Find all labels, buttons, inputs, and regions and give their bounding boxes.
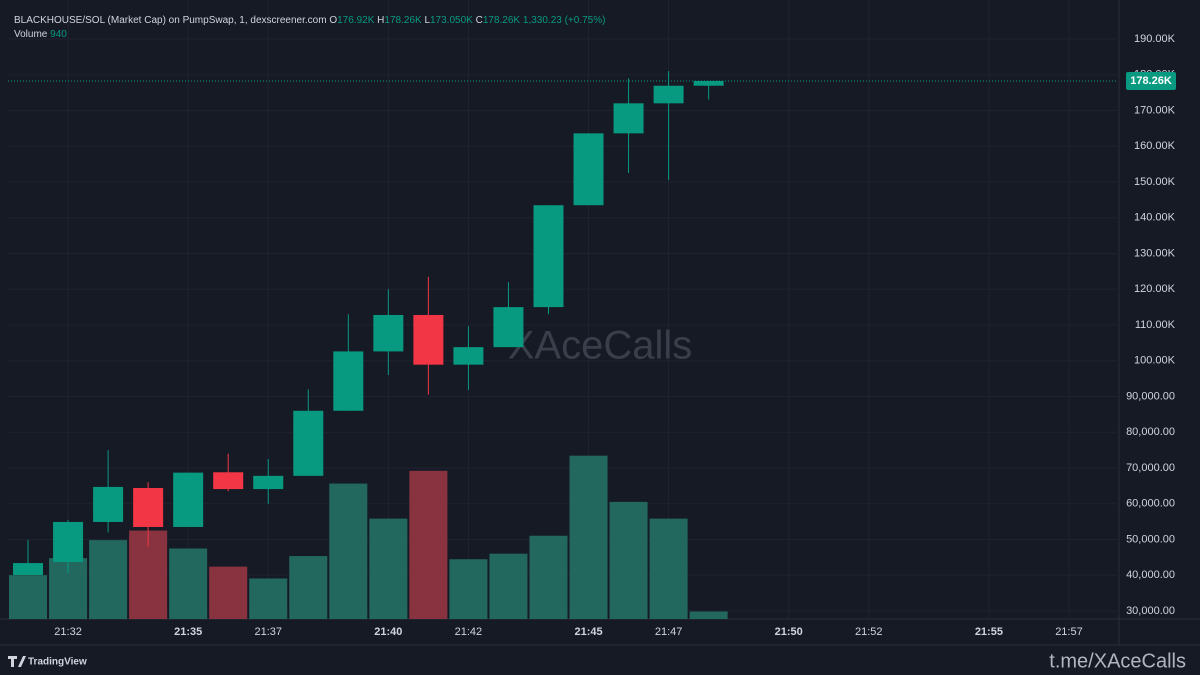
volume-bar [209, 566, 248, 619]
y-tick-label: 90,000.00 [1126, 390, 1175, 402]
volume-bar [609, 501, 648, 619]
candle-body [653, 85, 684, 104]
y-tick-label: 120.00K [1134, 283, 1176, 295]
candle-body [613, 103, 644, 134]
y-tick-label: 170.00K [1134, 104, 1176, 116]
y-tick-label: 140.00K [1134, 212, 1176, 224]
candle-body [53, 521, 84, 563]
y-tick-label: 130.00K [1134, 247, 1176, 259]
y-tick-label: 110.00K [1135, 319, 1176, 331]
h-label: H [377, 15, 385, 26]
x-tick-label: 21:35 [174, 626, 202, 638]
candle-body [493, 307, 524, 348]
c-label: C [475, 15, 483, 26]
volume-bar [249, 578, 288, 619]
watermark: XAceCalls [508, 324, 693, 368]
volume-bar [409, 470, 448, 619]
x-tick-label: 21:45 [574, 626, 602, 638]
last-price-box [1126, 71, 1176, 90]
candle-body [133, 488, 164, 527]
change: 1,330.23 (+0.75%) [522, 15, 606, 26]
c-value: 178.26K [482, 15, 521, 26]
x-tick-label: 21:37 [254, 626, 282, 638]
volume-bar [369, 518, 408, 619]
x-tick-label: 21:52 [855, 626, 883, 638]
volume-bar [9, 575, 48, 619]
ohlc-row: BLACKHOUSE/SOL (Market Cap) on PumpSwap,… [14, 14, 605, 28]
x-tick-label: 21:50 [775, 626, 803, 638]
brand-logo [8, 656, 26, 667]
y-tick-label: 190.00K [1134, 33, 1176, 45]
y-tick-label: 150.00K [1134, 176, 1176, 188]
candle-body [13, 563, 44, 575]
candle-body [333, 351, 364, 411]
x-tick-label: 21:42 [455, 626, 483, 638]
volume-bar [289, 556, 328, 619]
l-label: L [424, 15, 430, 26]
candle-body [93, 486, 124, 522]
volume-bar [449, 559, 488, 619]
legend: BLACKHOUSE/SOL (Market Cap) on PumpSwap,… [14, 14, 605, 42]
candle-body [253, 475, 284, 490]
volume-bar [689, 611, 728, 619]
volume-row: Volume 940 [14, 28, 605, 42]
y-tick-label: 50,000.00 [1126, 533, 1175, 545]
y-tick-label: 70,000.00 [1126, 462, 1175, 474]
volume-value: 940 [50, 29, 67, 40]
x-tick-label: 21:57 [1055, 626, 1083, 638]
x-tick-label: 21:40 [374, 626, 402, 638]
volume-bar [569, 455, 608, 619]
h-value: 178.26K [384, 15, 422, 26]
candle-body [213, 472, 244, 490]
y-tick-label: 30,000.00 [1126, 605, 1175, 617]
x-tick-label: 21:47 [655, 626, 683, 638]
candle-body [573, 133, 604, 206]
l-value: 173.050K [430, 15, 473, 26]
candle-body [293, 410, 324, 476]
volume-bar [89, 540, 128, 619]
candle-body [693, 80, 724, 86]
credit: t.me/XAceCalls [1049, 650, 1186, 672]
x-tick-label: 21:55 [975, 626, 1003, 638]
o-value: 176.92K [337, 15, 375, 26]
y-tick-label: 100.00K [1134, 355, 1176, 367]
y-tick-label: 80,000.00 [1126, 426, 1175, 438]
x-tick-label: 21:32 [54, 626, 82, 638]
volume-bar [649, 518, 688, 619]
candle-body [413, 314, 444, 365]
candle-body [173, 472, 204, 527]
y-tick-label: 40,000.00 [1126, 569, 1175, 581]
y-tick-label: 160.00K [1134, 140, 1176, 152]
brand-icon [8, 656, 26, 667]
volume-bar [489, 553, 528, 619]
o-label: O [329, 15, 338, 26]
volume-bar [329, 483, 368, 619]
candle-body [373, 314, 404, 352]
volume-label: Volume [14, 29, 48, 40]
title: BLACKHOUSE/SOL (Market Cap) on PumpSwap,… [14, 15, 327, 26]
volume-bar [169, 548, 208, 619]
candle-body [533, 205, 564, 308]
volume-bar [529, 535, 568, 619]
candle-body [453, 347, 484, 365]
brand: TradingView [28, 657, 87, 668]
y-tick-label: 60,000.00 [1126, 498, 1175, 510]
last-price-label: 178.26K [1130, 75, 1172, 87]
